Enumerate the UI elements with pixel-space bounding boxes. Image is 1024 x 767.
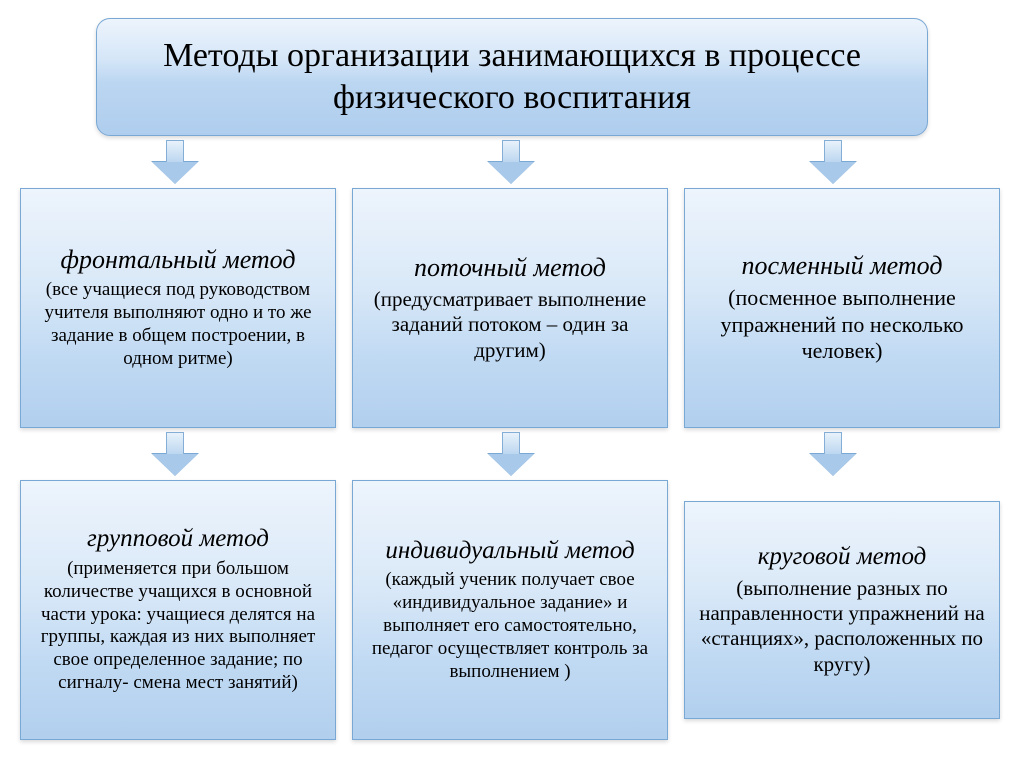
method-card-frontal: фронтальный метод (все учащиеся под руко… bbox=[20, 188, 336, 428]
method-title: круговой метод bbox=[758, 543, 927, 572]
arrow-icon bbox=[810, 432, 856, 476]
method-title: групповой метод bbox=[87, 525, 269, 554]
method-desc: (посменное выполнение упражнений по неск… bbox=[695, 285, 989, 364]
arrow-icon bbox=[810, 140, 856, 184]
method-title: индивидуальный метод bbox=[385, 537, 634, 566]
method-desc: (предусматривает выполнение заданий пото… bbox=[363, 287, 657, 363]
method-desc: (применяется при большом количестве учащ… bbox=[31, 558, 325, 695]
diagram-title-text: Методы организации занимающихся в процес… bbox=[97, 35, 927, 120]
method-card-circuit: круговой метод (выполнение разных по нап… bbox=[684, 501, 1000, 719]
arrow-icon bbox=[488, 140, 534, 184]
method-card-stream: поточный метод (предусматривает выполнен… bbox=[352, 188, 668, 428]
diagram-title: Методы организации занимающихся в процес… bbox=[96, 18, 928, 136]
arrow-icon bbox=[152, 140, 198, 184]
method-desc: (выполнение разных по направленности упр… bbox=[695, 576, 989, 677]
method-title: фронтальный метод bbox=[60, 245, 295, 275]
method-card-shift: посменный метод (посменное выполнение уп… bbox=[684, 188, 1000, 428]
method-desc: (каждый ученик получает свое «индивидуал… bbox=[363, 569, 657, 683]
method-title: поточный метод bbox=[414, 253, 606, 283]
method-desc: (все учащиеся под руководством учителя в… bbox=[31, 279, 325, 370]
arrow-icon bbox=[488, 432, 534, 476]
arrow-icon bbox=[152, 432, 198, 476]
method-card-individual: индивидуальный метод (каждый ученик полу… bbox=[352, 480, 668, 740]
method-card-group: групповой метод (применяется при большом… bbox=[20, 480, 336, 740]
method-title: посменный метод bbox=[742, 251, 943, 281]
